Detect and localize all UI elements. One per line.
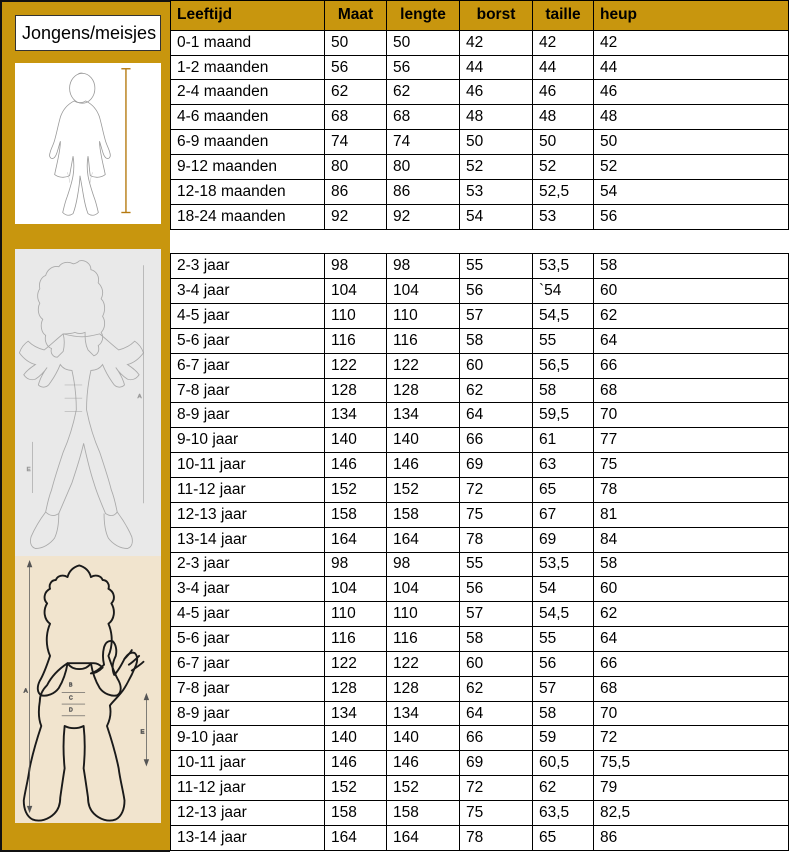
svg-text:A: A bbox=[24, 688, 28, 694]
svg-text:B: B bbox=[69, 683, 73, 689]
svg-text:C: C bbox=[69, 696, 73, 702]
svg-text:A: A bbox=[138, 394, 142, 400]
svg-text:D: D bbox=[69, 707, 73, 713]
svg-text:E: E bbox=[141, 729, 145, 735]
svg-text:E: E bbox=[27, 467, 31, 473]
